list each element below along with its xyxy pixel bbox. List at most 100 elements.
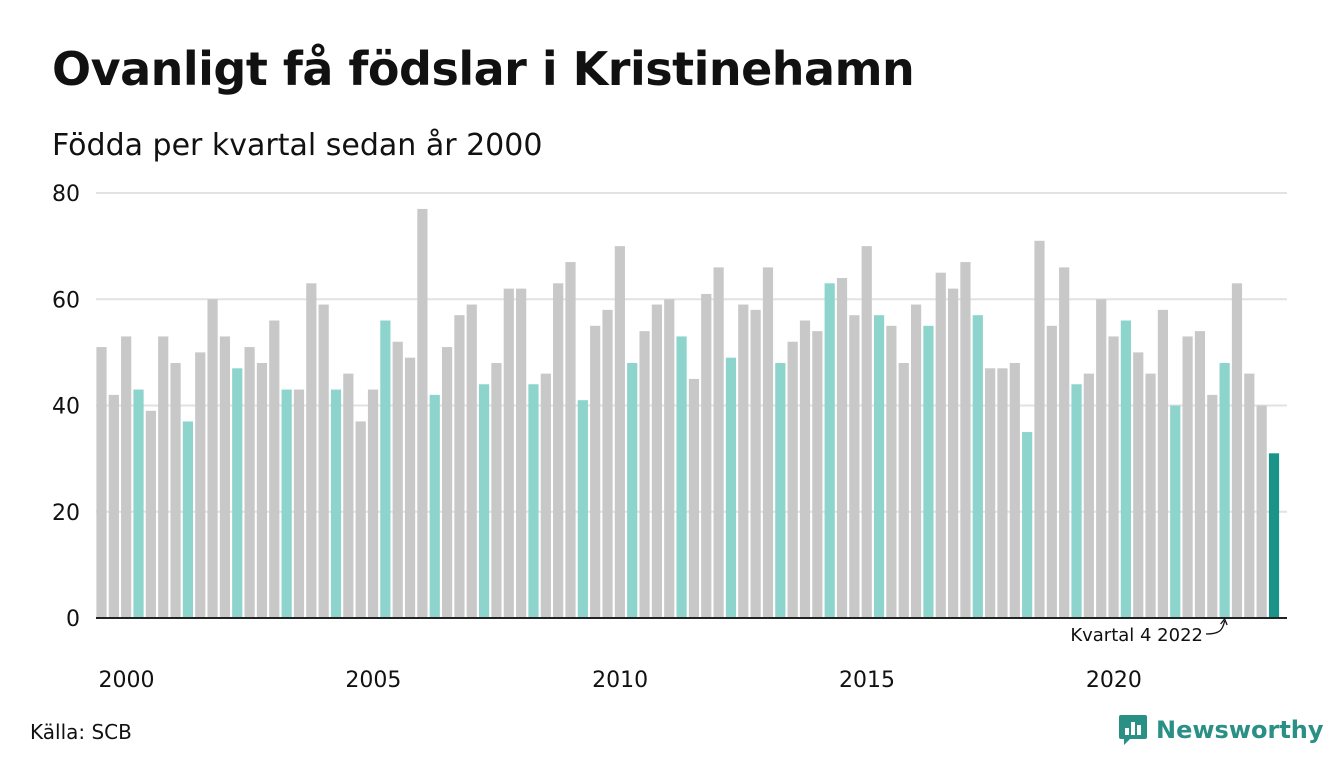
bar xyxy=(898,363,909,618)
bar xyxy=(713,267,724,619)
bar xyxy=(1083,373,1094,619)
bar xyxy=(1194,331,1206,619)
bar xyxy=(553,283,564,618)
bar xyxy=(269,320,280,618)
bar xyxy=(96,347,107,618)
bar xyxy=(195,352,206,619)
bar xyxy=(812,331,823,619)
bar xyxy=(861,246,872,619)
bar-quarter-4 xyxy=(627,363,638,618)
bar xyxy=(1059,267,1070,619)
bar xyxy=(997,368,1008,618)
bar-quarter-4 xyxy=(725,357,737,618)
bar xyxy=(910,304,922,618)
bar-quarter-4 xyxy=(380,320,391,618)
bar xyxy=(207,299,218,618)
bar-quarter-4 xyxy=(873,315,885,618)
bar xyxy=(306,283,317,618)
bar xyxy=(516,288,527,619)
bar xyxy=(565,262,576,618)
bar xyxy=(219,336,231,618)
bar xyxy=(849,315,860,618)
bar xyxy=(1034,240,1045,618)
bar xyxy=(1157,309,1169,619)
bar-quarter-4 xyxy=(1071,384,1082,618)
chart-subtitle: Födda per kvartal sedan år 2000 xyxy=(52,128,543,163)
bar xyxy=(540,373,551,619)
bar-quarter-4 xyxy=(824,283,835,618)
y-tick-label: 40 xyxy=(52,395,80,420)
bar-quarter-4 xyxy=(429,394,440,619)
bar xyxy=(441,347,453,618)
bar xyxy=(602,309,613,619)
bar xyxy=(244,347,255,618)
bar xyxy=(318,304,329,618)
bar-chart-logo-icon xyxy=(1119,715,1147,745)
bar xyxy=(639,331,650,619)
bar xyxy=(1207,394,1218,619)
y-tick-label: 80 xyxy=(52,182,80,207)
x-tick-label: 2005 xyxy=(345,668,401,693)
bar xyxy=(491,363,502,618)
bar-quarter-4 xyxy=(330,389,342,618)
y-tick-label: 20 xyxy=(52,501,80,526)
bar-quarter-4 xyxy=(133,389,144,618)
bar-quarter-4 xyxy=(479,384,490,618)
bar xyxy=(614,246,625,619)
annotation-label: Kvartal 4 2022 xyxy=(1070,625,1203,646)
bar xyxy=(738,304,749,618)
bar xyxy=(158,336,169,618)
bars xyxy=(96,208,1280,619)
bar-quarter-4 xyxy=(676,336,687,618)
bar xyxy=(145,410,156,618)
brand-logo[interactable]: Newsworthy xyxy=(1118,713,1324,747)
x-tick-label: 2010 xyxy=(592,668,648,693)
bar xyxy=(935,272,946,618)
bar xyxy=(750,309,761,619)
annotation-arrowhead xyxy=(1220,617,1228,626)
bar xyxy=(343,373,354,619)
chart-title: Ovanligt få födslar i Kristinehamn xyxy=(52,42,915,96)
bar xyxy=(886,325,897,618)
source-label: Källa: SCB xyxy=(30,720,132,744)
bar-quarter-4 xyxy=(1022,432,1033,618)
bar-quarter-4 xyxy=(972,315,983,618)
bar xyxy=(651,304,662,618)
bar xyxy=(836,278,848,618)
bar xyxy=(355,421,366,618)
bar xyxy=(1046,325,1057,618)
annotation-arrow xyxy=(1205,620,1226,635)
bar xyxy=(1145,373,1156,619)
bar xyxy=(392,341,403,618)
bar-quarter-4 xyxy=(281,389,292,618)
bar xyxy=(503,288,514,619)
x-tick-label: 2020 xyxy=(1086,668,1142,693)
bar xyxy=(1244,373,1255,619)
bar xyxy=(170,363,181,618)
bar xyxy=(787,341,798,618)
x-axis-tick-labels: 2000 2005 2010 2015 2020 xyxy=(99,668,1142,693)
bar xyxy=(948,288,959,619)
bar xyxy=(1231,283,1243,618)
bar-latest xyxy=(1268,453,1280,618)
bar xyxy=(701,293,712,618)
bar xyxy=(960,262,971,618)
bar xyxy=(1108,336,1119,618)
bar xyxy=(664,299,675,618)
y-axis-tick-labels: 0 20 40 60 80 xyxy=(52,182,80,632)
bar xyxy=(121,336,132,618)
bar-quarter-4 xyxy=(528,384,539,618)
bar xyxy=(404,357,416,618)
annotation: Kvartal 4 2022 xyxy=(1070,617,1228,646)
bar-quarter-4 xyxy=(775,363,786,618)
bar xyxy=(1096,299,1107,618)
bar xyxy=(762,267,774,619)
y-tick-label: 60 xyxy=(52,288,80,313)
bar xyxy=(367,389,379,618)
bar-quarter-4 xyxy=(1170,405,1181,618)
bar xyxy=(985,368,996,618)
bar-quarter-4 xyxy=(232,368,243,618)
bar xyxy=(1133,352,1144,619)
bar xyxy=(293,389,305,618)
